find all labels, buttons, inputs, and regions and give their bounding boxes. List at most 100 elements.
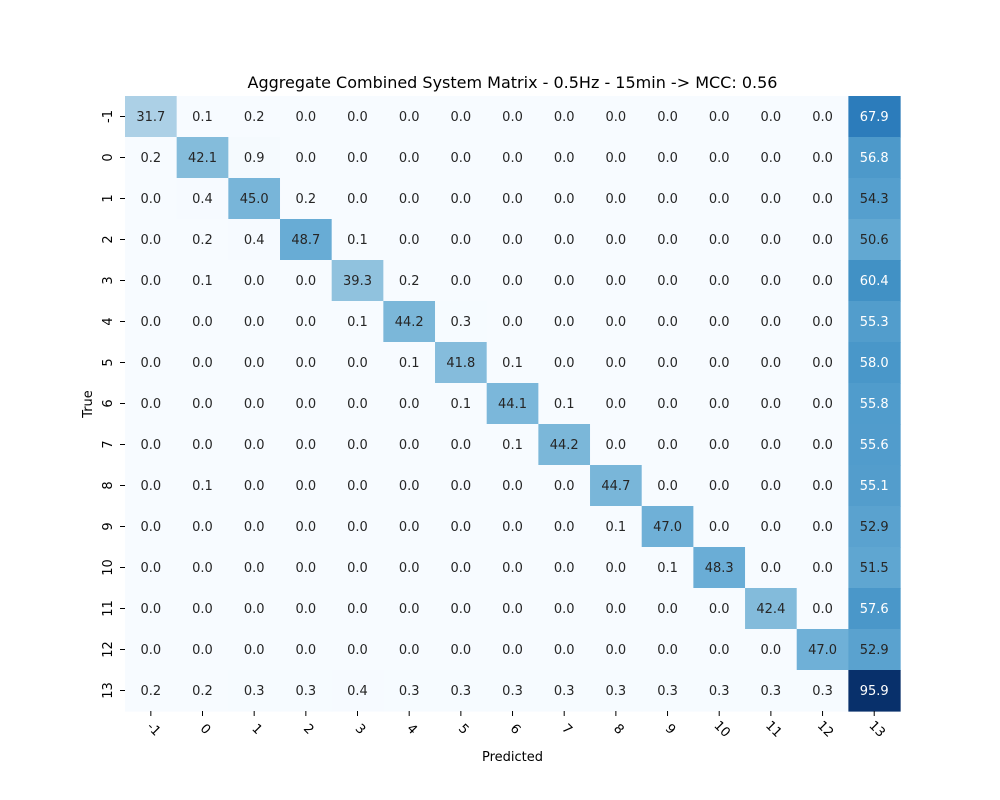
x-tick-label: 5 — [455, 721, 471, 737]
heatmap-cell — [331, 219, 384, 261]
heatmap-cell — [538, 465, 591, 507]
heatmap-cell — [641, 506, 694, 548]
heatmap-cell — [486, 424, 539, 466]
cell-value-label: 44.2 — [550, 438, 579, 453]
heatmap-cell — [486, 219, 539, 261]
heatmap-cell — [435, 629, 488, 671]
heatmap-cell — [280, 260, 333, 302]
heatmap-cell — [745, 465, 798, 507]
cell-value-label: 0.0 — [761, 356, 782, 371]
x-tick-label: 13 — [866, 718, 888, 740]
cell-value-label: 0.0 — [502, 151, 523, 166]
cell-value-label: 0.0 — [554, 479, 575, 494]
cell-value-label: 0.0 — [295, 397, 316, 412]
cell-value-label: 0.0 — [192, 643, 213, 658]
cell-value-label: 0.0 — [761, 438, 782, 453]
cell-value-label: 0.0 — [709, 438, 730, 453]
heatmap-cell — [641, 178, 694, 220]
cell-value-label: 0.0 — [812, 356, 833, 371]
heatmap-cell — [538, 219, 591, 261]
x-tick-label: 12 — [814, 718, 836, 740]
heatmap-cell — [796, 588, 849, 630]
heatmap-cell — [848, 670, 901, 712]
cell-value-label: 0.3 — [244, 684, 265, 699]
cell-value-label: 0.0 — [502, 561, 523, 576]
cell-value-label: 0.0 — [812, 192, 833, 207]
heatmap-cell — [176, 424, 229, 466]
heatmap-cell — [848, 96, 901, 138]
cell-value-label: 0.0 — [347, 561, 368, 576]
cell-value-label: 0.0 — [657, 356, 678, 371]
x-tick-label: 1 — [248, 721, 264, 737]
heatmap-cell — [848, 629, 901, 671]
heatmap-cell — [590, 424, 643, 466]
cell-value-label: 0.0 — [761, 397, 782, 412]
cell-value-label: 0.3 — [761, 684, 782, 699]
cell-value-label: 0.2 — [192, 233, 213, 248]
heatmap-cell — [435, 260, 488, 302]
cell-value-label: 0.0 — [140, 479, 161, 494]
cell-value-label: 0.0 — [761, 643, 782, 658]
cell-value-label: 0.0 — [657, 315, 678, 330]
heatmap-cell — [228, 137, 281, 179]
heatmap-cell — [331, 506, 384, 548]
heatmap-cell — [228, 342, 281, 384]
cell-value-label: 0.0 — [399, 233, 420, 248]
cell-value-label: 0.0 — [606, 110, 627, 125]
heatmap-cell — [590, 629, 643, 671]
heatmap-cell — [745, 629, 798, 671]
cell-value-label: 0.1 — [347, 233, 368, 248]
heatmap-cell — [176, 301, 229, 343]
cell-value-label: 0.0 — [399, 643, 420, 658]
cell-value-label: 0.0 — [399, 520, 420, 535]
cell-value-label: 0.0 — [399, 561, 420, 576]
y-tick-label: 13 — [101, 682, 116, 699]
cell-value-label: 0.0 — [295, 438, 316, 453]
cell-value-label: 0.0 — [244, 602, 265, 617]
heatmap-cell — [641, 96, 694, 138]
y-tick-label: 2 — [101, 235, 116, 243]
cell-value-label: 0.0 — [451, 274, 472, 289]
heatmap-cell — [125, 301, 178, 343]
heatmap-cell — [486, 383, 539, 425]
heatmap-cell — [331, 383, 384, 425]
cell-value-label: 0.0 — [295, 602, 316, 617]
cell-value-label: 0.1 — [657, 561, 678, 576]
cell-value-label: 0.0 — [709, 233, 730, 248]
heatmap-cell — [228, 506, 281, 548]
heatmap-cell — [693, 424, 746, 466]
cell-value-label: 0.0 — [657, 192, 678, 207]
heatmap-cell — [590, 506, 643, 548]
heatmap-cell — [745, 96, 798, 138]
heatmap-cell — [641, 383, 694, 425]
cell-value-label: 0.0 — [657, 110, 678, 125]
cell-value-label: 0.1 — [192, 479, 213, 494]
heatmap-cell — [176, 342, 229, 384]
cell-value-label: 0.0 — [502, 233, 523, 248]
heatmap-cell — [331, 547, 384, 589]
heatmap-cell — [228, 424, 281, 466]
chart-title: Aggregate Combined System Matrix - 0.5Hz… — [248, 73, 778, 92]
cell-value-label: 0.0 — [554, 192, 575, 207]
cell-value-label: 58.0 — [860, 356, 889, 371]
heatmap-cell — [228, 629, 281, 671]
heatmap-cell — [125, 383, 178, 425]
heatmap-cell — [641, 260, 694, 302]
cell-value-label: 0.0 — [140, 397, 161, 412]
cell-value-label: 0.0 — [812, 602, 833, 617]
heatmap-cell — [590, 178, 643, 220]
heatmap-cell — [383, 424, 436, 466]
cell-value-label: 0.0 — [295, 356, 316, 371]
cell-value-label: 0.4 — [244, 233, 265, 248]
cell-value-label: 0.3 — [812, 684, 833, 699]
heatmap-cell — [745, 342, 798, 384]
heatmap-cell — [125, 137, 178, 179]
heatmap-cell — [848, 219, 901, 261]
heatmap-cell — [435, 547, 488, 589]
heatmap-cell — [796, 506, 849, 548]
heatmap-cell — [280, 301, 333, 343]
cell-value-label: 0.0 — [399, 397, 420, 412]
heatmap-cell — [848, 465, 901, 507]
cell-value-label: 0.0 — [140, 315, 161, 330]
heatmap-cell — [228, 588, 281, 630]
